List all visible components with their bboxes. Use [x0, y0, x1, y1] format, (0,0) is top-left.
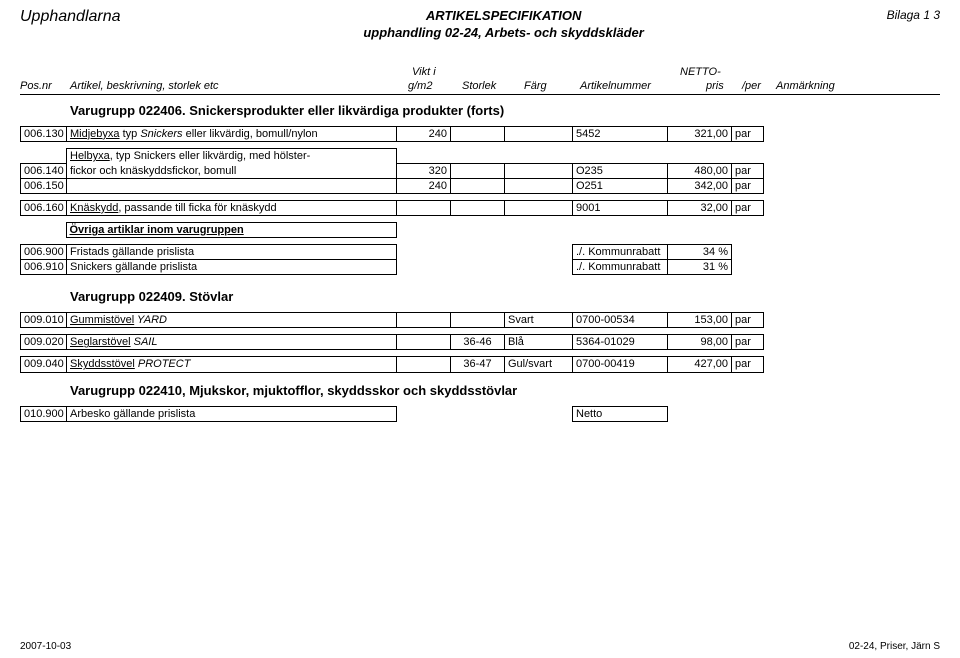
- group3-title: Varugrupp 022410, Mjukskor, mjuktofflor,…: [70, 383, 940, 398]
- cell-pris: 32,00: [668, 200, 732, 215]
- group2-title: Varugrupp 022409. Stövlar: [70, 289, 940, 304]
- column-headers: Pos.nr Artikel, beskrivning, storlek etc…: [20, 66, 940, 94]
- col-pos: Pos.nr: [20, 80, 52, 92]
- cell-farg: Blå: [505, 335, 573, 350]
- cell-desc: Knäskydd, passande till ficka för knäsky…: [67, 200, 397, 215]
- cell-desc: Gummistövel YARD: [67, 313, 397, 328]
- cell-pos: 006.150: [21, 178, 67, 193]
- table-row: 006.160 Knäskydd, passande till ficka fö…: [21, 200, 941, 215]
- cell-farg: Gul/svart: [505, 357, 573, 372]
- table-row: 006.910 Snickers gällande prislista ./. …: [21, 260, 940, 275]
- footer-date: 2007-10-03: [20, 641, 71, 652]
- cell-art: 0700-00534: [573, 313, 668, 328]
- col-farg: Färg: [524, 80, 547, 92]
- footer: 2007-10-03 02-24, Priser, Järn S: [20, 641, 940, 652]
- cell-per: par: [732, 200, 764, 215]
- cell-per: par: [732, 163, 764, 178]
- header-left: Upphandlarna: [20, 8, 121, 26]
- cell-pos: 009.020: [21, 335, 67, 350]
- cell-pos: 006.130: [21, 126, 67, 141]
- cell-pris: 480,00: [668, 163, 732, 178]
- cell-pos: 009.040: [21, 357, 67, 372]
- cell-desc: Skyddsstövel PROTECT: [67, 357, 397, 372]
- col-netto2: pris: [706, 80, 724, 92]
- cell-desc: fickor och knäskyddsfickor, bomull: [67, 163, 397, 178]
- col-storlek: Storlek: [462, 80, 496, 92]
- cell-desc: Midjebyxa typ Snickers eller likvärdig, …: [67, 126, 397, 141]
- cell-desc: Fristads gällande prislista: [67, 245, 397, 260]
- cell-pos: 006.910: [21, 260, 67, 275]
- table-row: 009.040 Skyddsstövel PROTECT 36-47 Gul/s…: [21, 357, 941, 372]
- cell-pos: 009.010: [21, 313, 67, 328]
- cell-desc: Snickers gällande prislista: [67, 260, 397, 275]
- cell-art: 5364-01029: [573, 335, 668, 350]
- table-row: 006.900 Fristads gällande prislista ./. …: [21, 245, 940, 260]
- cell-stor: [451, 126, 505, 141]
- header-title-2: upphandling 02-24, Arbets- och skyddsklä…: [363, 25, 644, 42]
- cell-stor: 36-46: [451, 335, 505, 350]
- table-row: 010.900 Arbesko gällande prislista Netto: [21, 406, 941, 421]
- table-row: 009.020 Seglarstövel SAIL 36-46 Blå 5364…: [21, 335, 941, 350]
- table-row: 009.010 Gummistövel YARD Svart 0700-0053…: [21, 313, 941, 328]
- cell-desc: Arbesko gällande prislista: [67, 406, 397, 421]
- cell-per: par: [732, 178, 764, 193]
- col-per: /per: [742, 80, 761, 92]
- cell-desc: Seglarstövel SAIL: [67, 335, 397, 350]
- cell-art: O251: [573, 178, 668, 193]
- cell-pos: 006.160: [21, 200, 67, 215]
- cell-per: par: [732, 357, 764, 372]
- subsection-title: Övriga artiklar inom varugruppen: [66, 222, 396, 237]
- cell-art: ./. Kommunrabatt: [573, 245, 668, 260]
- group1-title: Varugrupp 022406. Snickersprodukter elle…: [70, 103, 940, 118]
- cell-pris: 321,00: [668, 126, 732, 141]
- cell-vikt: 240: [397, 178, 451, 193]
- cell-farg: Svart: [505, 313, 573, 328]
- cell-pos: 010.900: [21, 406, 67, 421]
- col-desc: Artikel, beskrivning, storlek etc: [70, 80, 219, 92]
- cell-per: par: [732, 335, 764, 350]
- footer-ref: 02-24, Priser, Järn S: [849, 641, 940, 652]
- header-center: ARTIKELSPECIFIKATION upphandling 02-24, …: [363, 8, 644, 42]
- cell-pris: 427,00: [668, 357, 732, 372]
- table-row: 006.140 fickor och knäskyddsfickor, bomu…: [21, 163, 940, 178]
- header-title-1: ARTIKELSPECIFIKATION: [363, 8, 644, 25]
- cell-pris: 31 %: [668, 260, 732, 275]
- cell-art: O235: [573, 163, 668, 178]
- cell-pris: 34 %: [668, 245, 732, 260]
- cell-farg: [505, 126, 573, 141]
- cell-art: ./. Kommunrabatt: [573, 260, 668, 275]
- cell-pos: 006.140: [21, 163, 67, 178]
- cell-vikt: 320: [397, 163, 451, 178]
- page-ref: Bilaga 1 3: [887, 8, 940, 22]
- table-row: Helbyxa, typ Snickers eller likvärdig, m…: [21, 148, 940, 163]
- cell-pos: 006.900: [21, 245, 67, 260]
- cell-pris: 98,00: [668, 335, 732, 350]
- col-vikt1: Vikt i: [412, 66, 436, 78]
- cell-art: 9001: [573, 200, 668, 215]
- cell-desc: Helbyxa, typ Snickers eller likvärdig, m…: [67, 148, 397, 163]
- col-anm: Anmärkning: [776, 80, 835, 92]
- table-row: 006.130 Midjebyxa typ Snickers eller lik…: [21, 126, 941, 141]
- cell-per: par: [732, 313, 764, 328]
- cell-art: 5452: [573, 126, 668, 141]
- group1-table: 006.130 Midjebyxa typ Snickers eller lik…: [20, 126, 940, 142]
- col-netto1: NETTO-: [680, 66, 721, 78]
- cell-vikt: 240: [397, 126, 451, 141]
- cell-pris: 342,00: [668, 178, 732, 193]
- table-row: 006.150 240 O251 342,00 par: [21, 178, 940, 193]
- cell-stor: 36-47: [451, 357, 505, 372]
- col-artnr: Artikelnummer: [580, 80, 651, 92]
- cell-per: par: [732, 126, 764, 141]
- cell-art: 0700-00419: [573, 357, 668, 372]
- cell-pris: 153,00: [668, 313, 732, 328]
- cell-art: Netto: [573, 406, 668, 421]
- col-vikt2: g/m2: [408, 80, 432, 92]
- table-row: Övriga artiklar inom varugruppen: [20, 222, 940, 237]
